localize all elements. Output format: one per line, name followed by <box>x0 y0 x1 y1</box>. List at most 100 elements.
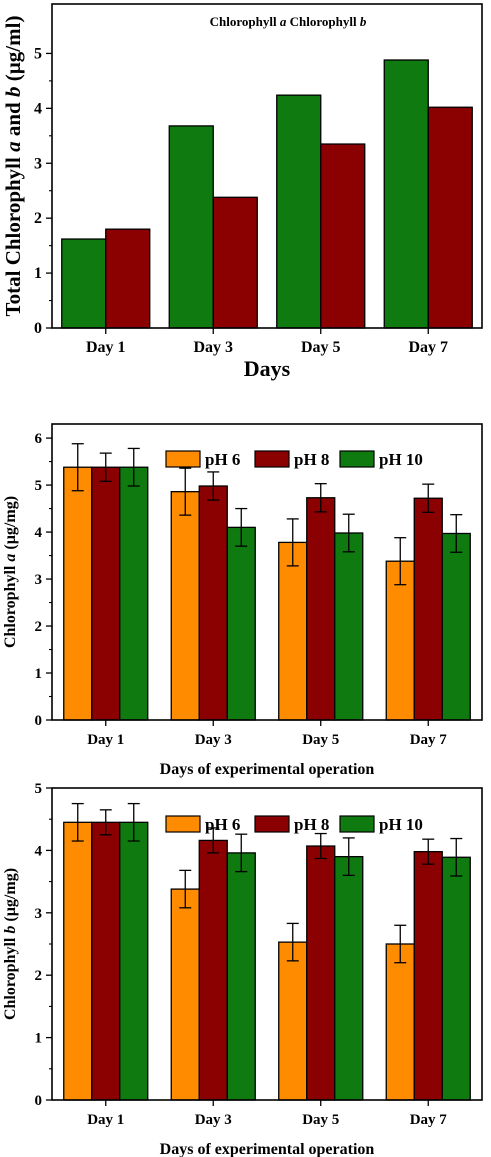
legend-item-ph-8: pH 8 <box>254 815 329 834</box>
y-tick-label: 2 <box>35 968 43 984</box>
error-bar <box>422 838 435 865</box>
y-tick-label: 2 <box>35 619 43 635</box>
bar-ph-10-day-3 <box>226 852 256 1101</box>
legend-swatch <box>339 450 375 468</box>
legend-label: pH 6 <box>205 450 240 469</box>
x-tick-label: Day 7 <box>408 339 448 356</box>
bar-ph-6-day-7 <box>385 943 415 1101</box>
y-tick-label: 0 <box>35 1093 43 1109</box>
error-bar <box>179 467 192 516</box>
x-tick-label: Day 7 <box>410 1112 448 1128</box>
error-bar <box>235 507 248 547</box>
y-tick-label: 2 <box>34 210 42 227</box>
legend-item-ph-10: pH 10 <box>339 815 423 834</box>
bar-ph-8-day-5 <box>306 497 336 721</box>
y-tick-label: 4 <box>34 100 42 117</box>
bar-chlorophyll-b-day-7 <box>427 106 473 329</box>
error-bar <box>342 513 355 553</box>
bar-chlorophyll-a-day-3 <box>168 125 214 329</box>
x-tick-label: Day 5 <box>302 732 339 748</box>
plot-frame <box>51 3 483 329</box>
x-tick-label: Day 1 <box>87 1112 124 1128</box>
bar-ph-6-day-5 <box>278 941 308 1101</box>
x-tick-label: Day 1 <box>86 339 126 356</box>
bar-ph-6-day-3 <box>170 491 200 721</box>
y-axis-label: Chlorophyll b (µg/mg) <box>2 868 19 1020</box>
x-axis-label: Days of experimental operation <box>160 761 375 778</box>
error-bar <box>99 452 112 482</box>
bar-ph-10-day-5 <box>334 532 364 721</box>
legend-label: pH 10 <box>379 815 423 834</box>
y-tick-label: 3 <box>35 572 43 588</box>
bar-ph-8-day-1 <box>91 821 121 1101</box>
y-tick-label: 4 <box>35 525 43 541</box>
bar-ph-10-day-3 <box>226 526 256 721</box>
legend-item-ph-6: pH 6 <box>165 815 240 834</box>
error-bar <box>314 483 327 513</box>
error-bar <box>235 833 248 873</box>
legend-label: pH 6 <box>205 815 240 834</box>
y-tick-label: 1 <box>35 666 43 682</box>
bar-ph-6-day-5 <box>278 541 308 721</box>
bar-ph-8-day-1 <box>91 466 121 721</box>
bar-ph-10-day-5 <box>334 855 364 1101</box>
error-bar <box>179 869 192 909</box>
legend-swatch <box>339 815 375 833</box>
x-tick-label: Day 3 <box>193 339 233 356</box>
legend-label: pH 8 <box>294 815 329 834</box>
bar-chlorophyll-b-day-5 <box>320 143 366 329</box>
y-axis-label: Total Chlorophyll a and b (µg/ml) <box>1 16 25 317</box>
chart-panel-3: Day 1 Day 3 Day 5 Day 7 0 1 2 3 4 5 Days of experi… <box>2 781 483 1157</box>
error-bar <box>314 832 327 860</box>
legend-swatch <box>165 450 201 468</box>
bar-chlorophyll-b-day-3 <box>212 196 258 329</box>
error-bar <box>207 471 220 501</box>
x-tick-label: Day 3 <box>195 1112 232 1128</box>
bar-ph-10-day-7 <box>441 532 471 721</box>
y-tick-label: 0 <box>35 713 43 729</box>
y-tick-label: 3 <box>34 155 42 172</box>
legend-label: pH 8 <box>294 450 329 469</box>
bar-ph-8-day-3 <box>198 839 228 1101</box>
legend-swatch <box>254 450 290 468</box>
error-bar <box>127 802 140 842</box>
error-bar <box>342 837 355 877</box>
y-tick-label: 3 <box>35 906 43 922</box>
y-tick-label: 5 <box>35 781 43 797</box>
bar-ph-6-day-3 <box>170 888 200 1101</box>
bar-ph-8-day-3 <box>198 485 228 721</box>
y-tick-label: 0 <box>34 320 42 337</box>
bar-ph-8-day-7 <box>413 497 443 721</box>
bar-ph-10-day-1 <box>119 821 149 1101</box>
error-bar <box>286 518 299 567</box>
legend-swatch <box>165 815 201 833</box>
bar-ph-10-day-7 <box>441 856 471 1101</box>
bar-ph-10-day-1 <box>119 466 149 721</box>
error-bar <box>394 537 407 586</box>
x-tick-label: Day 5 <box>302 1112 339 1128</box>
error-bar <box>422 483 435 513</box>
plot-frame <box>51 423 483 721</box>
bar-ph-8-day-5 <box>306 845 336 1101</box>
y-tick-label: 4 <box>35 843 43 859</box>
bar-chlorophyll-b-day-1 <box>105 228 151 329</box>
bar-chlorophyll-a-day-5 <box>276 94 322 329</box>
y-tick-label: 5 <box>35 478 43 494</box>
error-bar <box>207 827 220 854</box>
legend-item-ph-8: pH 8 <box>254 450 329 469</box>
y-tick-label: 5 <box>34 45 42 62</box>
chart-panel-2: Day 1 Day 3 Day 5 Day 7 0 1 2 3 4 5 6 Days of exper… <box>2 423 483 778</box>
bar-chlorophyll-a-day-1 <box>61 238 107 329</box>
error-bar <box>450 837 463 877</box>
legend-label: pH 10 <box>379 450 423 469</box>
y-tick-label: 6 <box>35 431 43 447</box>
error-bar <box>71 802 84 842</box>
x-tick-label: Day 1 <box>87 732 124 748</box>
chart-panel-1: Day 1 Day 3 Day 5 Day 7 0 1 2 3 4 5 Days Total Chlo… <box>1 3 483 381</box>
x-axis-label: Days <box>244 356 291 381</box>
error-bar <box>394 924 407 964</box>
bar-ph-8-day-7 <box>413 850 443 1101</box>
bar-chlorophyll-a-day-7 <box>383 59 429 329</box>
y-tick-label: 1 <box>34 265 42 282</box>
